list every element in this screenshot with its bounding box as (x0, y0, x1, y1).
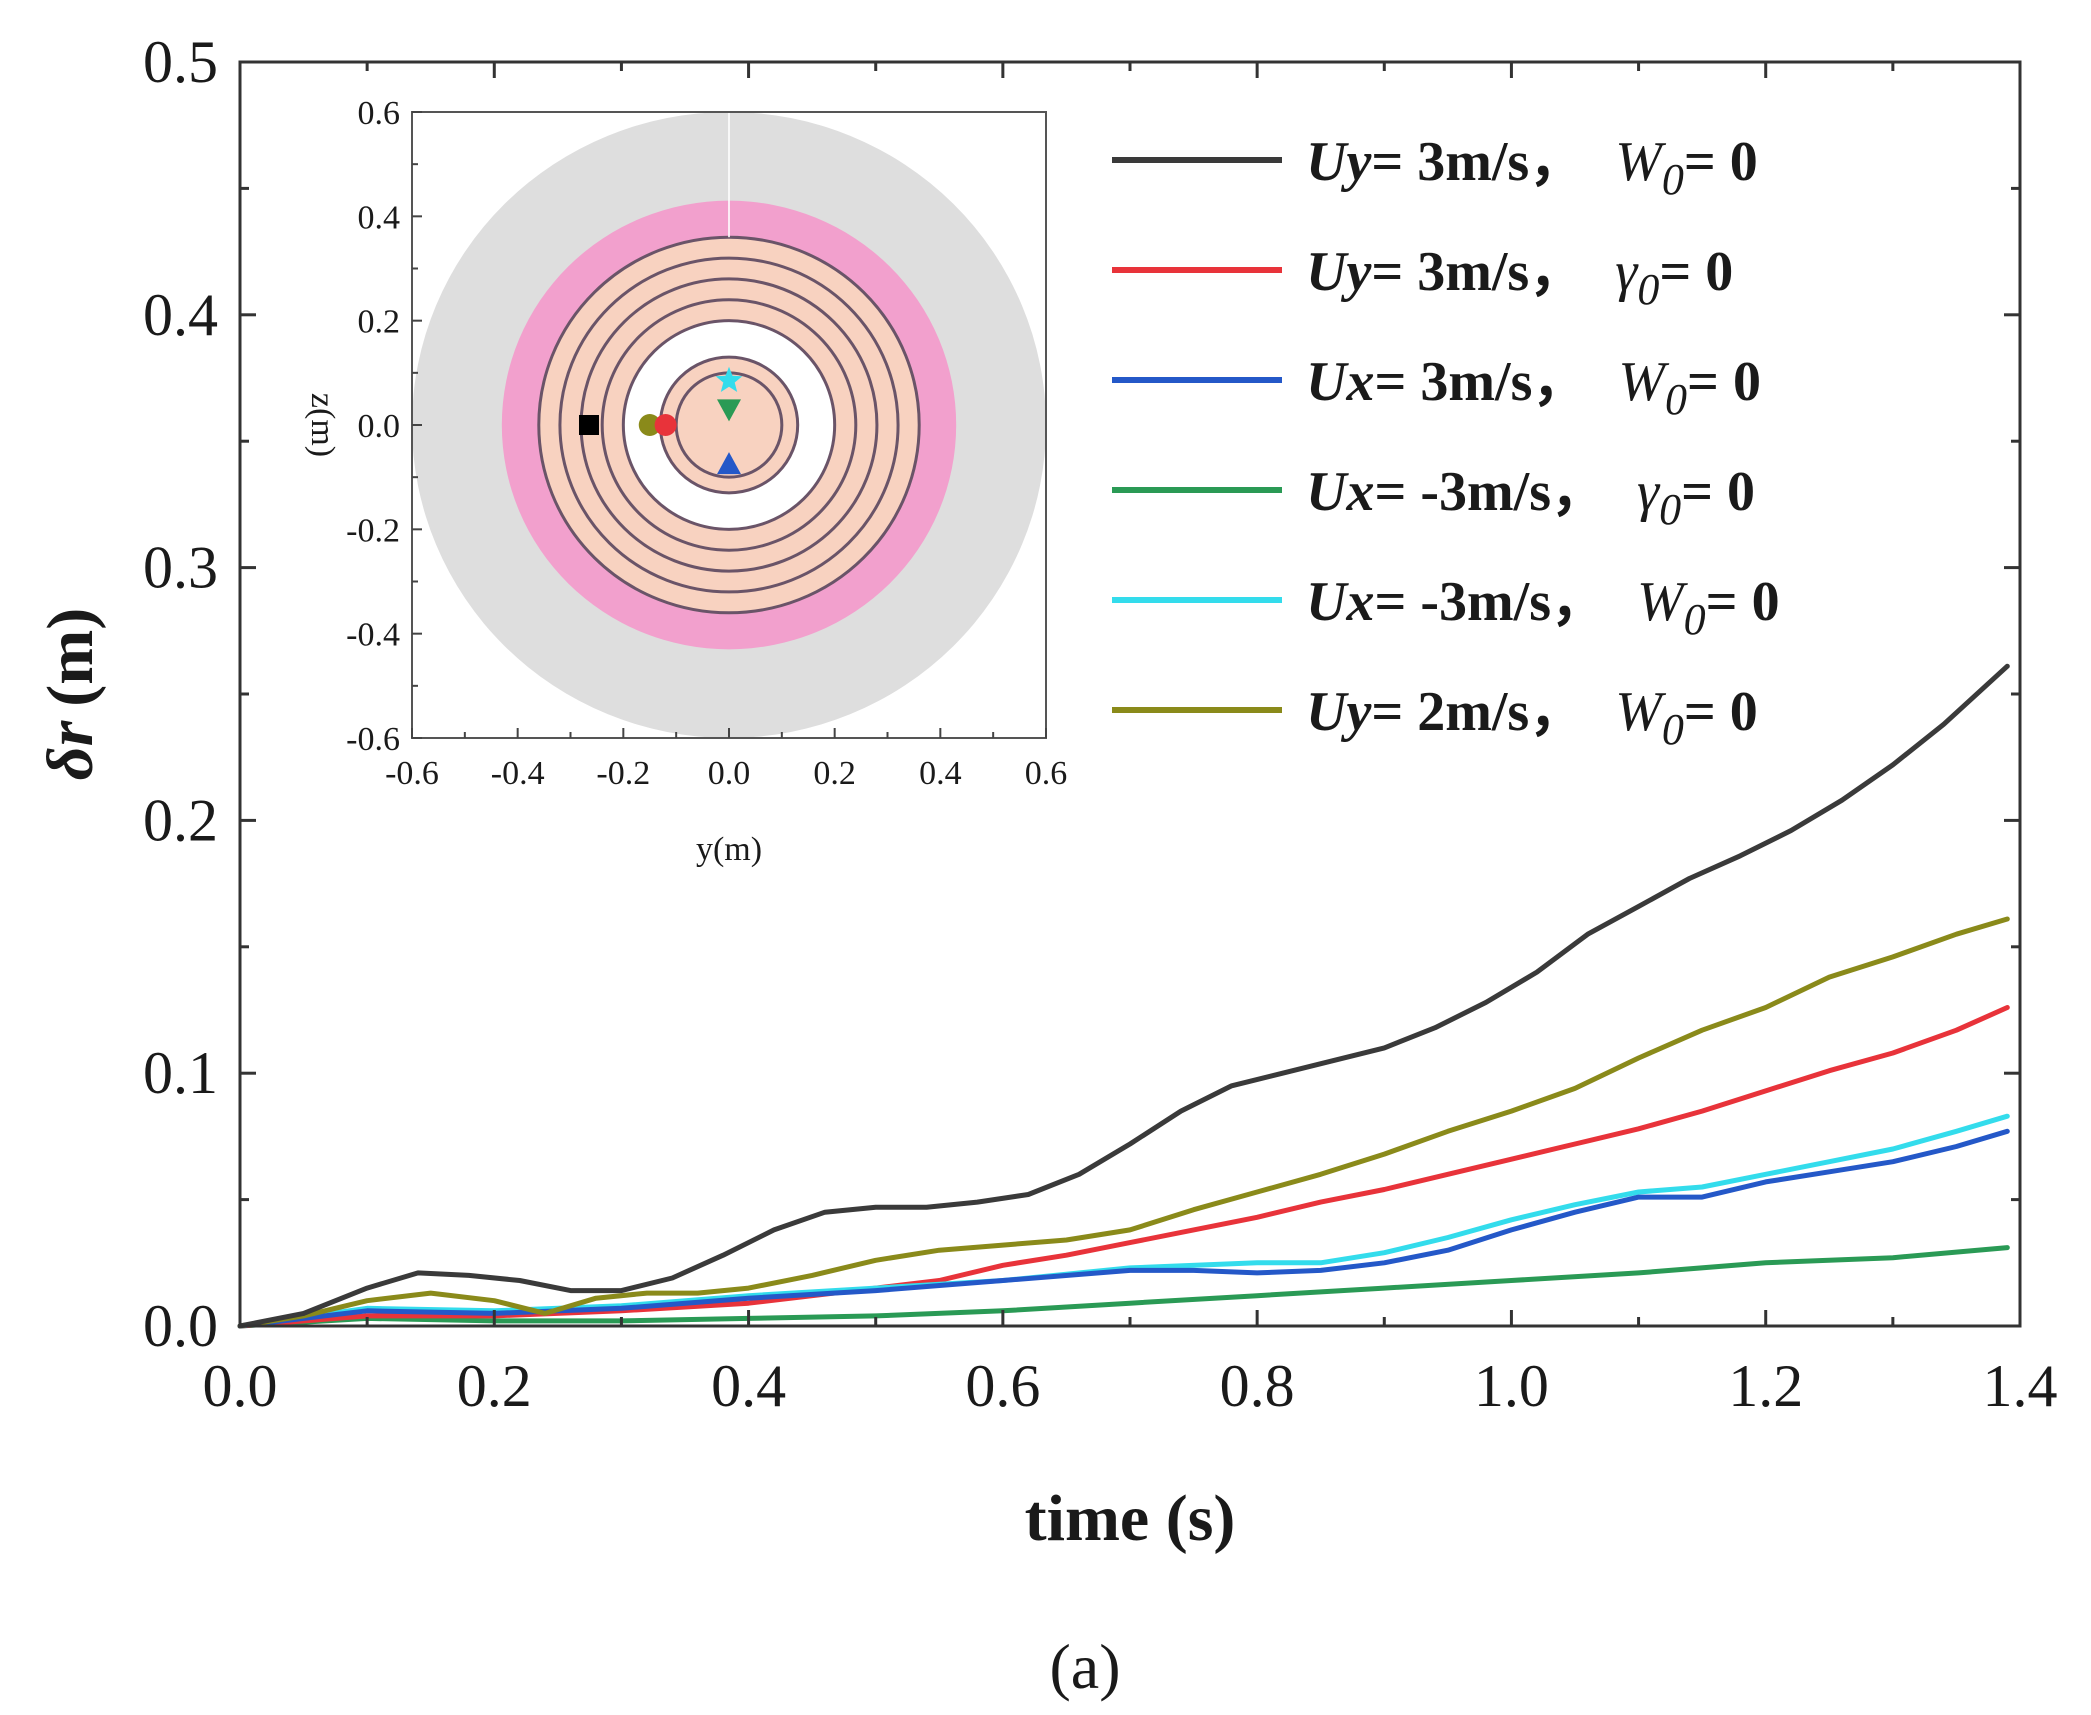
x-tick-label: 1.4 (1983, 1353, 2058, 1419)
main-y-tick-labels: 0.0 0.1 0.2 0.3 0.4 0.5 (143, 29, 218, 1359)
y-tick-label: 0.0 (143, 1293, 218, 1359)
figure-caption: (a) (1049, 1631, 1120, 1702)
inset-chart: -0.6 -0.4 -0.2 0.0 0.2 0.4 0.6 -0.6 -0.4 -0.2 0.0… (304, 95, 1067, 868)
y-tick-label: 0.5 (143, 29, 218, 95)
legend-item: Ux= -3m/s， γ0= 0 (1112, 461, 1755, 534)
x-tick-label: 1.2 (1728, 1353, 1803, 1419)
inset-orbit-circle (600, 298, 858, 552)
legend-label: Uy= 2m/s， W0= 0 (1306, 681, 1758, 754)
y-axis-title-symbol: δr (34, 719, 107, 780)
inset-marker-triangle-up (717, 452, 741, 475)
x-tick-label: 1.0 (1474, 1353, 1549, 1419)
inset-markers-group (578, 366, 743, 475)
x-axis-title: time (s) (1025, 1482, 1236, 1555)
x-tick-label: 0.4 (711, 1353, 786, 1419)
main-chart: 0.0 0.2 0.4 0.6 0.8 1.0 1.2 1.4 0.0 0.1 0.2 0.3 0.4… (34, 29, 2058, 1555)
inset-marker-circle (654, 414, 677, 436)
inset-marker-square (578, 415, 599, 435)
inset-y-tick-label: 0.4 (358, 199, 401, 236)
inset-x-tick-label: 0.0 (708, 755, 751, 792)
inset-y-tick-label: 0.0 (358, 408, 401, 445)
inset-x-axis-title: y(m) (696, 831, 762, 868)
inset-orbit-circle (621, 319, 837, 531)
inset-y-tick-labels: -0.6 -0.4 -0.2 0.0 0.2 0.4 0.6 (346, 95, 400, 758)
inset-rings-group (412, 112, 1046, 738)
inset-orbit-circle (558, 256, 900, 594)
main-ticks-group (238, 60, 2022, 1328)
inset-y-tick-label: -0.6 (346, 721, 400, 758)
inset-x-tick-label: 0.2 (813, 755, 856, 792)
inset-x-tick-label: -0.4 (491, 755, 545, 792)
inset-y-axis-title: z(m) (304, 393, 341, 457)
series-line-2 (237, 1128, 2010, 1329)
inset-y-tick-label: -0.4 (346, 617, 400, 654)
inset-x-tick-label: 0.6 (1025, 755, 1068, 792)
y-axis-title-unit: (m) (34, 608, 107, 707)
legend-label: Uy= 3m/s， γ0= 0 (1306, 241, 1733, 314)
inset-x-tick-label: -0.2 (596, 755, 650, 792)
main-series-group (237, 663, 2010, 1329)
series-line-3 (237, 1245, 2010, 1329)
x-tick-label: 0.8 (1220, 1353, 1295, 1419)
legend-item: Ux= -3m/s， W0= 0 (1112, 571, 1780, 644)
x-tick-label: 0.6 (965, 1353, 1040, 1419)
y-tick-label: 0.4 (143, 282, 218, 348)
legend-label: Ux= 3m/s， W0= 0 (1306, 351, 1761, 424)
y-axis-title: δr (m) (34, 608, 107, 780)
inset-marker-star (715, 366, 743, 392)
x-tick-label: 0.0 (203, 1353, 278, 1419)
series-line-0 (237, 663, 2010, 1329)
inset-y-tick-label: -0.2 (346, 512, 400, 549)
legend-item: Uy= 2m/s， W0= 0 (1112, 681, 1758, 754)
inset-ticks-group (411, 111, 1047, 739)
inset-background-ring (660, 357, 798, 493)
legend-label: Ux= -3m/s， W0= 0 (1306, 571, 1780, 644)
inset-y-tick-label: 0.2 (358, 304, 401, 341)
legend-item: Ux= 3m/s， W0= 0 (1112, 351, 1761, 424)
y-tick-label: 0.1 (143, 1040, 218, 1106)
series-line-1 (237, 1005, 2010, 1329)
series-line-5 (237, 916, 2010, 1329)
inset-x-tick-labels: -0.6 -0.4 -0.2 0.0 0.2 0.4 0.6 (385, 755, 1067, 792)
inset-y-tick-label: 0.6 (358, 95, 401, 132)
y-tick-label: 0.3 (143, 535, 218, 601)
inset-x-tick-label: -0.6 (385, 755, 439, 792)
x-tick-label: 0.2 (457, 1353, 532, 1419)
inset-marker-triangle-down (717, 399, 741, 422)
legend-item: Uy= 3m/s， W0= 0 (1112, 131, 1758, 204)
legend-label: Ux= -3m/s， γ0= 0 (1306, 461, 1755, 534)
y-tick-label: 0.2 (143, 787, 218, 853)
legend: Uy= 3m/s， W0= 0 Uy= 3m/s， γ0= 0 Ux= 3m/s， W0=… (1112, 131, 1780, 754)
main-x-tick-labels: 0.0 0.2 0.4 0.6 0.8 1.0 1.2 1.4 (203, 1353, 2058, 1419)
inset-marker-circle (638, 414, 661, 436)
legend-item: Uy= 3m/s， γ0= 0 (1112, 241, 1733, 314)
inset-x-tick-label: 0.4 (919, 755, 962, 792)
legend-label: Uy= 3m/s， W0= 0 (1306, 131, 1758, 204)
